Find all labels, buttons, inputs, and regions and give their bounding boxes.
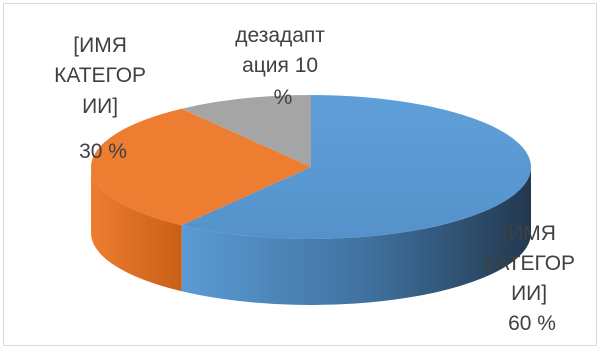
slice-label-2: [ИМЯ КАТЕГОР ИИ] 30 % bbox=[54, 34, 152, 163]
pie-slice-2 bbox=[91, 108, 311, 226]
pie-slice-3 bbox=[181, 95, 311, 167]
pie-slice-1 bbox=[181, 95, 531, 239]
pie-slice-side-2 bbox=[90, 167, 182, 292]
slice-label-1: [ИМЯ КАТЕГОР ИИ] 60 % bbox=[483, 222, 581, 335]
pie-slice-side-1 bbox=[181, 167, 531, 306]
slice-label-3: дезадапт ация 10 % bbox=[235, 24, 331, 109]
